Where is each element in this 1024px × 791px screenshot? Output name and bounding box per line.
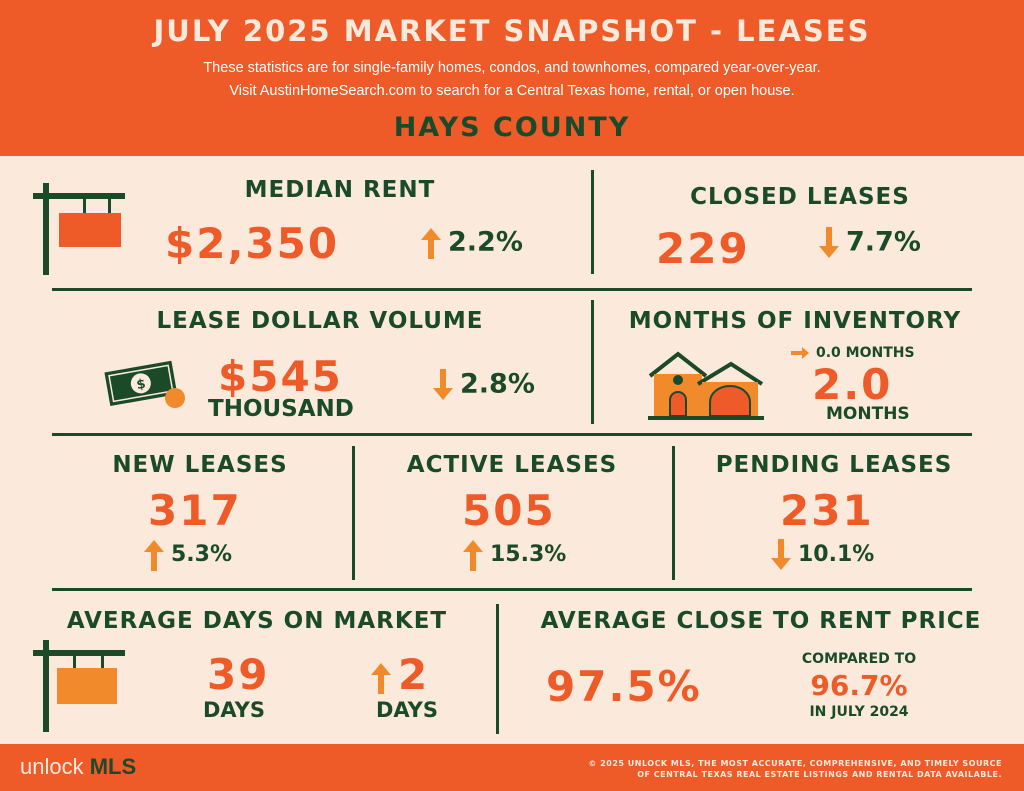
arrow-down-icon: [771, 539, 791, 570]
new-leases-label: NEW LEASES: [112, 452, 288, 478]
closed-leases-value: 229: [656, 224, 750, 273]
avg-dom-change-unit: DAYS: [376, 698, 439, 722]
months-inventory-change-text: 0.0 MONTHS: [816, 345, 915, 361]
divider: [52, 288, 972, 291]
lease-volume-change-text: 2.8%: [460, 368, 535, 400]
lease-volume-change: 2.8%: [432, 368, 535, 402]
money-icon: $: [104, 360, 185, 408]
active-leases-change: 15.3%: [462, 538, 566, 572]
new-leases-value: 317: [148, 486, 242, 535]
arrow-up-icon: [421, 228, 441, 259]
subtitle-line-1: These statistics are for single-family h…: [203, 60, 821, 76]
divider: [672, 446, 675, 580]
avg-dom-label: AVERAGE DAYS ON MARKET: [66, 608, 448, 634]
close-to-rent-label: AVERAGE CLOSE TO RENT PRICE: [540, 608, 982, 634]
divider: [591, 300, 594, 424]
subtitle-line-2: Visit AustinHomeSearch.com to search for…: [229, 83, 795, 99]
months-inventory-value: 2.0: [812, 360, 893, 409]
active-leases-change-text: 15.3%: [490, 542, 567, 567]
avg-dom-change-text: 2: [398, 650, 430, 699]
median-rent-change: 2.2%: [420, 226, 523, 260]
header-banner: [0, 0, 1024, 156]
median-rent-change-text: 2.2%: [448, 226, 523, 258]
divider: [496, 604, 499, 734]
months-inventory-label: MONTHS OF INVENTORY: [628, 308, 962, 334]
pending-leases-value: 231: [780, 486, 874, 535]
closed-leases-label: CLOSED LEASES: [690, 184, 910, 210]
brand-logo: unlock MLS: [20, 754, 136, 780]
arrow-down-icon: [819, 227, 839, 258]
house-icon: [648, 351, 764, 420]
sign-icon: [33, 640, 125, 732]
footer-bar: [0, 744, 1024, 791]
svg-text:$: $: [135, 377, 147, 393]
divider: [591, 170, 594, 274]
lease-volume-label: LEASE DOLLAR VOLUME: [156, 308, 484, 334]
arrow-up-icon: [144, 540, 164, 571]
page-title: JULY 2025 MARKET SNAPSHOT - LEASES: [153, 14, 871, 48]
compared-value: 96.7%: [810, 669, 908, 702]
closed-leases-change: 7.7%: [818, 226, 921, 260]
compared-period: IN JULY 2024: [809, 704, 909, 720]
active-leases-label: ACTIVE LEASES: [406, 452, 618, 478]
pending-leases-label: PENDING LEASES: [715, 452, 953, 478]
county-title: HAYS COUNTY: [393, 112, 631, 143]
close-to-rent-value: 97.5%: [546, 662, 702, 711]
pending-leases-change-text: 10.1%: [798, 542, 875, 567]
median-rent-value: $2,350: [165, 219, 340, 268]
active-leases-value: 505: [462, 486, 556, 535]
avg-dom-change: 2: [370, 650, 429, 699]
avg-dom-value: 39: [207, 650, 270, 699]
arrow-up-icon: [463, 540, 483, 571]
arrow-right-icon: [791, 346, 809, 359]
new-leases-change-text: 5.3%: [171, 542, 233, 567]
lease-volume-unit: THOUSAND: [208, 396, 354, 422]
compared-label: COMPARED TO: [801, 651, 917, 667]
sign-icon: [33, 183, 125, 275]
legal-line-2: OF CENTRAL TEXAS REAL ESTATE LISTINGS AN…: [637, 770, 1002, 779]
divider: [52, 433, 972, 436]
arrow-down-icon: [433, 369, 453, 400]
divider: [352, 446, 355, 580]
legal-line-1: © 2025 UNLOCK MLS, THE MOST ACCURATE, CO…: [588, 759, 1002, 768]
avg-dom-unit: DAYS: [203, 698, 266, 722]
brand-bold: MLS: [89, 754, 137, 779]
median-rent-label: MEDIAN RENT: [244, 177, 436, 203]
months-inventory-unit: MONTHS: [826, 404, 910, 424]
brand-light: unlock: [20, 754, 84, 779]
months-inventory-change: 0.0 MONTHS: [790, 342, 915, 361]
arrow-up-icon: [371, 662, 391, 694]
new-leases-change: 5.3%: [143, 538, 232, 572]
divider: [52, 588, 972, 591]
pending-leases-change: 10.1%: [770, 538, 874, 572]
closed-leases-change-text: 7.7%: [846, 226, 921, 258]
lease-volume-value: $545: [218, 352, 343, 401]
